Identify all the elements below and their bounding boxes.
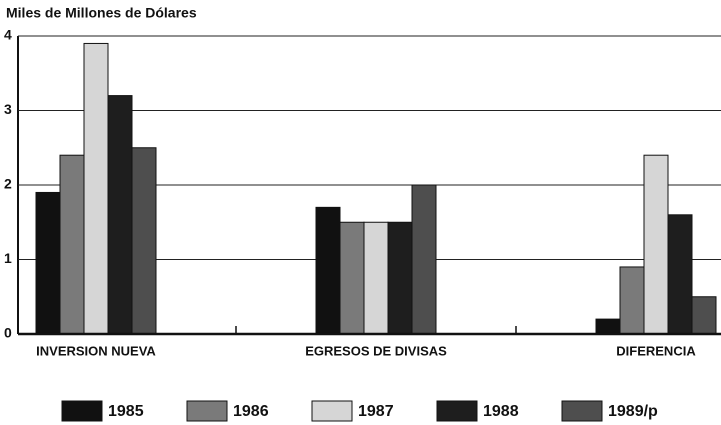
x-tick-label: INVERSION NUEVA — [36, 343, 156, 358]
legend-label: 1988 — [483, 403, 519, 420]
legend-label: 1986 — [233, 403, 269, 420]
bar — [595, 318, 621, 335]
legend-swatch — [61, 400, 103, 422]
y-tick-label: 3 — [4, 101, 12, 117]
legend-swatch — [436, 400, 478, 422]
legend-swatch — [311, 400, 353, 422]
y-tick-label: 2 — [4, 176, 12, 192]
bar — [387, 221, 413, 335]
bar — [59, 154, 85, 335]
x-tick-label: EGRESOS DE DIVISAS — [305, 343, 447, 358]
chart-title: Miles de Millones de Dólares — [6, 5, 197, 21]
bar — [107, 95, 133, 335]
bar — [691, 296, 717, 335]
bar — [411, 184, 437, 335]
legend-swatch — [186, 400, 228, 422]
legend-label: 1985 — [108, 403, 144, 420]
legend-label: 1989/p — [608, 403, 658, 420]
legend-label: 1987 — [358, 403, 394, 420]
bar — [643, 154, 669, 335]
bar — [363, 221, 389, 335]
bar — [667, 214, 693, 335]
bar — [83, 42, 109, 335]
y-tick-label: 4 — [4, 27, 12, 43]
x-tick-label: DIFERENCIA — [616, 343, 696, 358]
bar — [619, 266, 645, 335]
legend-swatch — [561, 400, 603, 422]
bar — [131, 147, 157, 335]
bar — [339, 221, 365, 335]
y-tick-label: 0 — [4, 325, 12, 341]
bar — [35, 191, 61, 335]
y-tick-label: 1 — [4, 250, 12, 266]
bar — [315, 206, 341, 335]
